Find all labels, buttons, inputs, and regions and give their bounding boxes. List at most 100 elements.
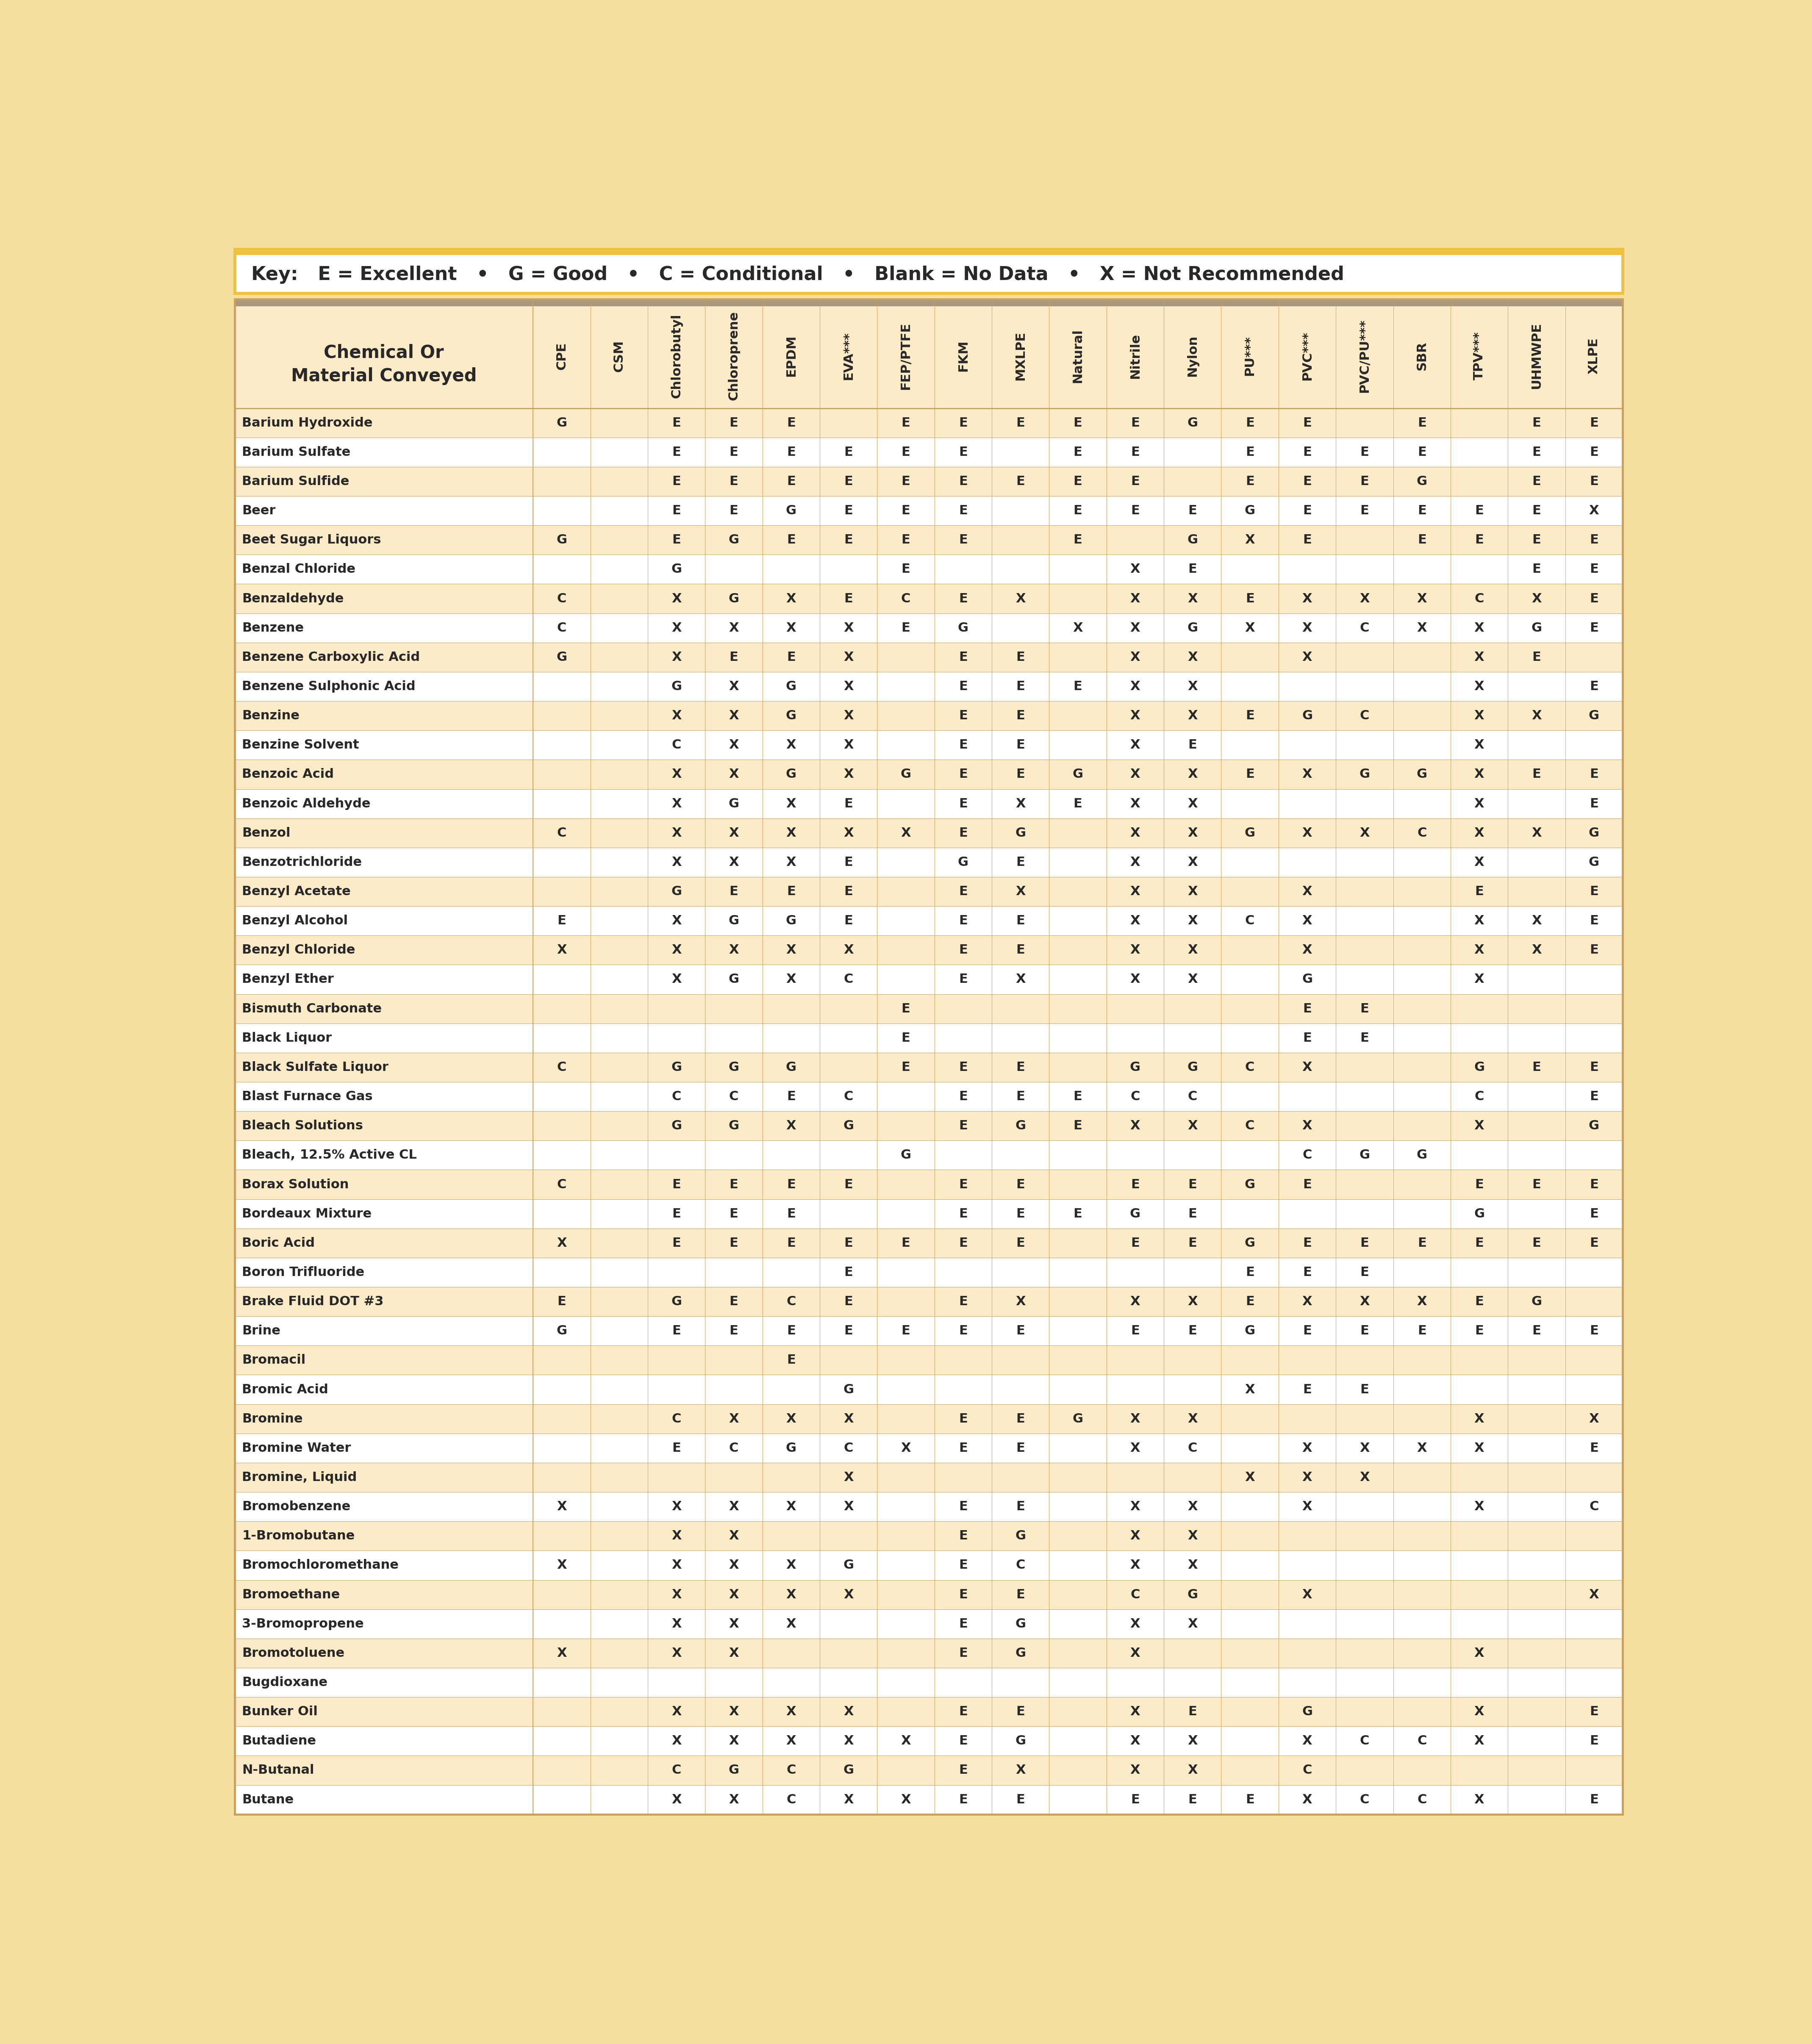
Bar xyxy=(236,1784,1622,1815)
Text: X: X xyxy=(556,1500,567,1513)
Text: X: X xyxy=(1187,1735,1198,1748)
Bar xyxy=(236,1141,1622,1169)
Text: X: X xyxy=(672,1560,681,1572)
Text: C: C xyxy=(844,1089,853,1102)
Text: C: C xyxy=(556,593,567,605)
Text: E: E xyxy=(672,1177,681,1190)
Text: E: E xyxy=(558,914,565,928)
Text: E: E xyxy=(1245,709,1254,722)
Text: EPDM: EPDM xyxy=(785,335,797,376)
Text: Barium Sulfate: Barium Sulfate xyxy=(243,446,350,458)
Text: E: E xyxy=(844,593,853,605)
Text: G: G xyxy=(1073,769,1084,781)
Text: E: E xyxy=(672,1237,681,1249)
Text: C: C xyxy=(844,973,853,985)
Text: X: X xyxy=(1303,1061,1312,1073)
Text: X: X xyxy=(728,1647,739,1660)
Text: X: X xyxy=(1303,1500,1312,1513)
Text: E: E xyxy=(1417,1237,1426,1249)
Text: Butadiene: Butadiene xyxy=(243,1735,315,1748)
Text: E: E xyxy=(1017,1793,1026,1805)
Text: G: G xyxy=(843,1764,853,1776)
Text: E: E xyxy=(1303,1265,1312,1278)
Text: X: X xyxy=(1131,1764,1140,1776)
Text: X: X xyxy=(1359,1296,1370,1308)
Text: E: E xyxy=(1189,1177,1198,1190)
Bar xyxy=(236,1609,1622,1639)
Text: E: E xyxy=(1017,769,1026,781)
Text: X: X xyxy=(844,828,853,840)
Text: X: X xyxy=(844,1472,853,1484)
Text: X: X xyxy=(1131,1500,1140,1513)
Text: E: E xyxy=(1131,505,1140,517)
Text: E: E xyxy=(959,417,968,429)
Text: E: E xyxy=(1017,944,1026,957)
Text: X: X xyxy=(901,1441,911,1453)
Text: X: X xyxy=(728,1529,739,1541)
Text: G: G xyxy=(728,973,739,985)
Text: X: X xyxy=(1187,652,1198,664)
Text: E: E xyxy=(1245,593,1254,605)
Bar xyxy=(236,1169,1622,1200)
Text: X: X xyxy=(728,828,739,840)
Text: E: E xyxy=(1475,505,1484,517)
Text: E: E xyxy=(786,1325,795,1337)
Text: E: E xyxy=(786,885,795,897)
Text: G: G xyxy=(1187,621,1198,634)
Text: C: C xyxy=(1245,1120,1254,1132)
Text: X: X xyxy=(1015,593,1026,605)
Text: UHMWPE: UHMWPE xyxy=(1531,323,1542,388)
Text: E: E xyxy=(959,944,968,957)
Text: E: E xyxy=(1589,769,1598,781)
Bar xyxy=(236,1112,1622,1141)
Text: C: C xyxy=(1303,1149,1312,1161)
Text: E: E xyxy=(1017,914,1026,928)
Text: E: E xyxy=(672,446,681,458)
Text: G: G xyxy=(670,1120,681,1132)
Text: CPE: CPE xyxy=(556,341,567,370)
Text: E: E xyxy=(1303,505,1312,517)
Text: X: X xyxy=(672,1705,681,1717)
Text: E: E xyxy=(959,1647,968,1660)
Text: E: E xyxy=(1475,885,1484,897)
Text: G: G xyxy=(670,1061,681,1073)
Text: E: E xyxy=(786,652,795,664)
Text: Black Sulfate Liquor: Black Sulfate Liquor xyxy=(243,1061,388,1073)
Text: G: G xyxy=(959,621,968,634)
Text: Benzine: Benzine xyxy=(243,709,299,722)
Text: X: X xyxy=(1303,593,1312,605)
Bar xyxy=(236,993,1622,1024)
Bar xyxy=(236,585,1622,613)
Text: E: E xyxy=(1131,1237,1140,1249)
Text: Benzene Carboxylic Acid: Benzene Carboxylic Acid xyxy=(243,652,420,664)
Text: E: E xyxy=(1589,1441,1598,1453)
Text: G: G xyxy=(1589,709,1600,722)
Text: E: E xyxy=(1589,564,1598,576)
Text: X: X xyxy=(1303,1296,1312,1308)
Text: E: E xyxy=(1589,885,1598,897)
Text: E: E xyxy=(1017,1705,1026,1717)
Bar xyxy=(236,1345,1622,1376)
Text: E: E xyxy=(1589,1325,1598,1337)
Text: G: G xyxy=(1245,1325,1256,1337)
Text: X: X xyxy=(1303,652,1312,664)
Text: X: X xyxy=(1131,797,1140,809)
Text: X: X xyxy=(1475,1441,1484,1453)
Text: Benzine Solvent: Benzine Solvent xyxy=(243,740,359,752)
Text: E: E xyxy=(1131,417,1140,429)
Text: Blast Furnace Gas: Blast Furnace Gas xyxy=(243,1089,373,1102)
Text: E: E xyxy=(1017,856,1026,869)
Text: E: E xyxy=(1245,769,1254,781)
Text: X: X xyxy=(786,621,795,634)
Bar xyxy=(236,730,1622,760)
Text: E: E xyxy=(1589,681,1598,693)
Text: X: X xyxy=(1303,885,1312,897)
Text: E: E xyxy=(1017,1061,1026,1073)
Text: E: E xyxy=(844,446,853,458)
Text: E: E xyxy=(959,446,968,458)
Text: E: E xyxy=(730,505,737,517)
Text: G: G xyxy=(728,1061,739,1073)
Text: X: X xyxy=(786,973,795,985)
Text: X: X xyxy=(1475,973,1484,985)
Text: FKM: FKM xyxy=(957,339,969,372)
